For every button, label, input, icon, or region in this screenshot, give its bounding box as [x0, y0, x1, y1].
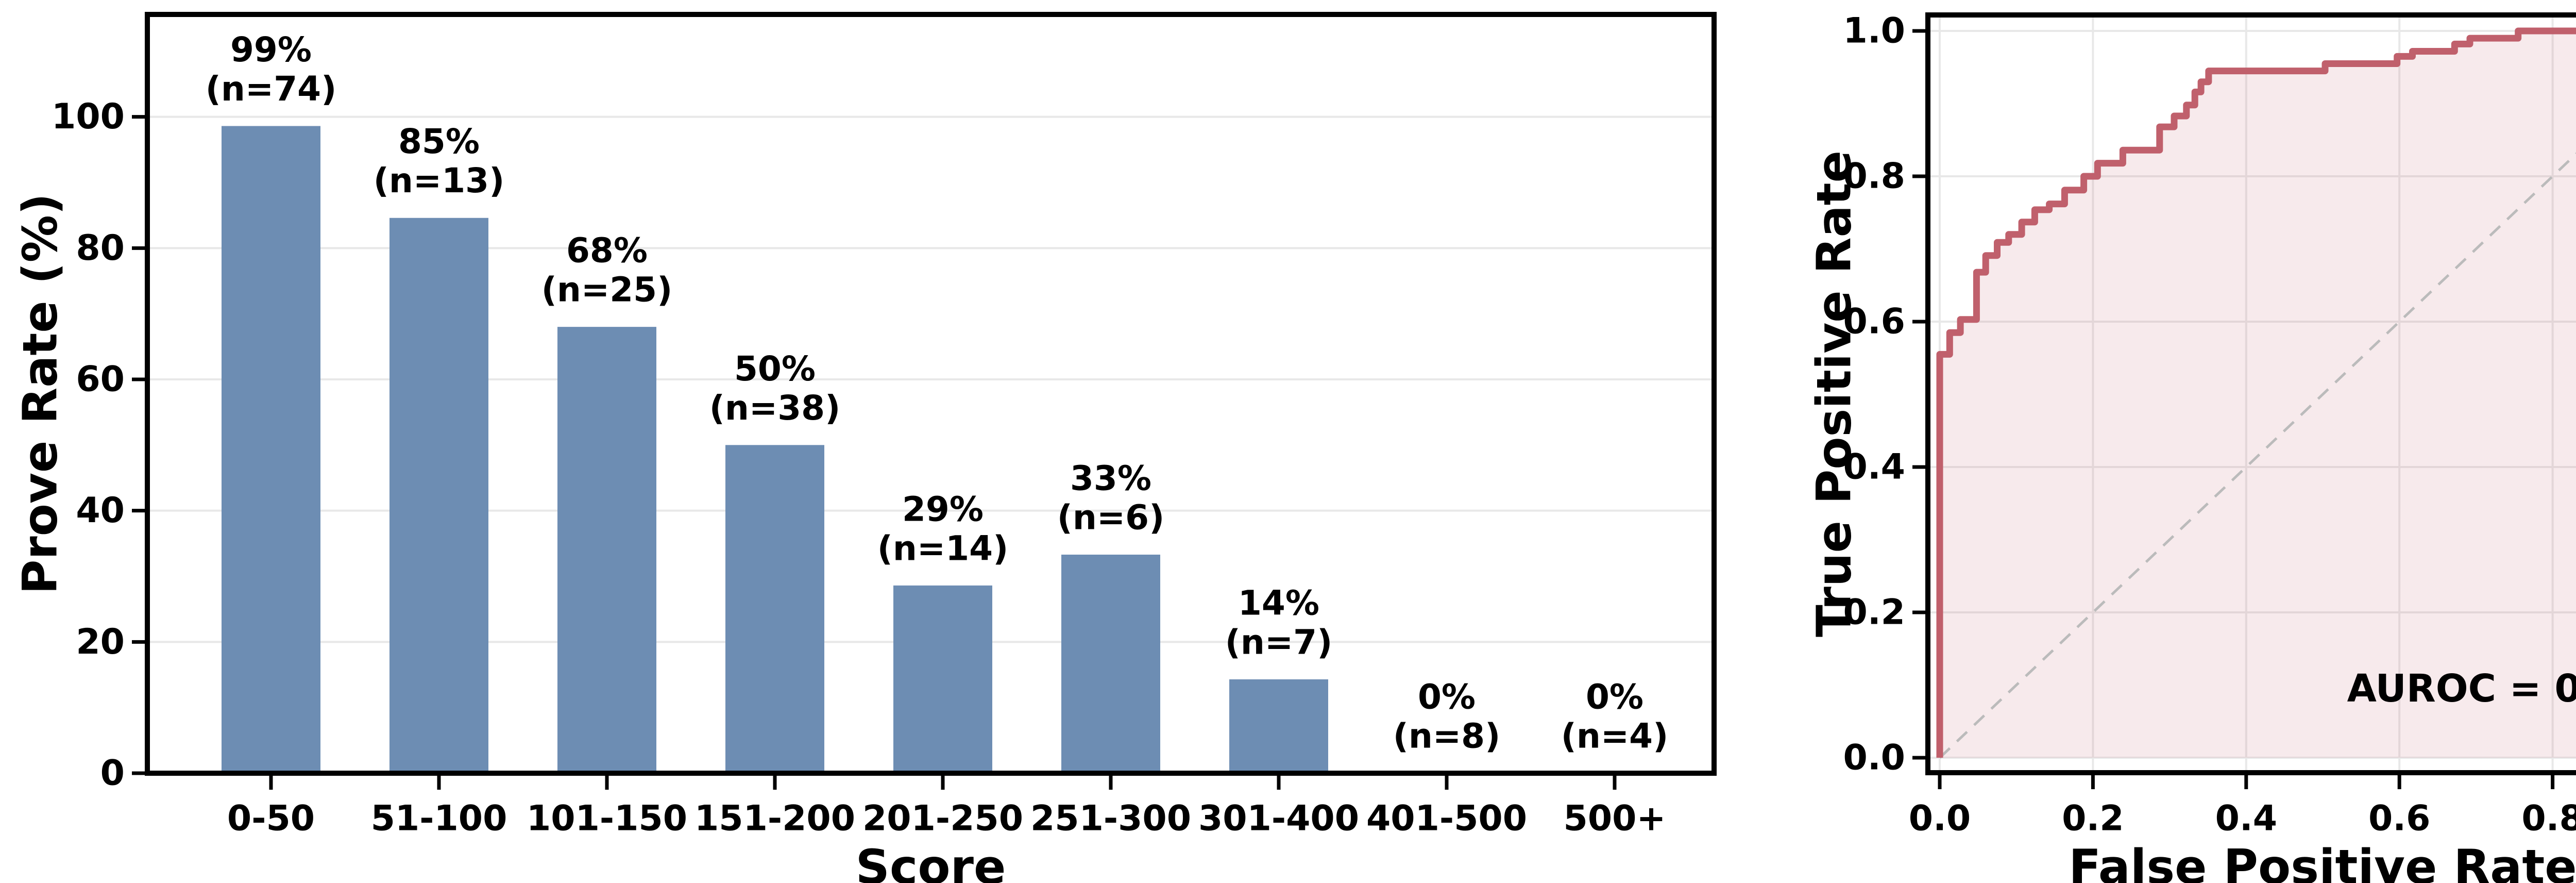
roc-curve — [1936, 27, 2576, 758]
y-tick-label: 60 — [76, 359, 125, 399]
y-tick-label: 0.2 — [1843, 592, 1905, 633]
bar — [1229, 679, 1328, 773]
x-tick-label: 51-100 — [371, 798, 507, 839]
bar-count-label: (n=7) — [1225, 622, 1333, 662]
bar-percent-label: 29% — [902, 489, 984, 529]
bar — [725, 445, 824, 773]
bar-chart-panel: 99%(n=74)85%(n=13)68%(n=25)50%(n=38)29%(… — [13, 12, 1717, 883]
y-tick-label: 20 — [76, 622, 125, 662]
x-tick-label: 151-200 — [694, 798, 855, 839]
bar-percent-label: 33% — [1070, 458, 1151, 498]
y-axis-label: True Positive Rate — [1807, 151, 1862, 637]
bar-percent-label: 85% — [398, 122, 480, 161]
x-tick-label: 251-300 — [1030, 798, 1191, 839]
roc-chart-panel: 0.00.20.40.60.81.00.00.20.40.60.81.0Fals… — [1807, 11, 2576, 883]
bar-count-label: (n=8) — [1393, 717, 1501, 756]
bar-percent-label: 14% — [1238, 583, 1319, 623]
y-tick-label: 0.0 — [1843, 738, 1905, 778]
bar — [389, 218, 488, 773]
x-tick-label: 201-250 — [862, 798, 1023, 839]
y-tick-label: 0.6 — [1843, 302, 1905, 342]
x-tick-label: 0.4 — [2215, 798, 2277, 839]
roc-fill-area — [1940, 31, 2576, 758]
x-tick-label: 0.0 — [1909, 798, 1971, 839]
y-tick-label: 40 — [76, 490, 125, 531]
y-tick-label: 0 — [100, 753, 125, 794]
plot-frame — [145, 12, 1717, 776]
bar — [557, 327, 656, 773]
y-tick-label: 1.0 — [1843, 11, 1905, 52]
bar-percent-label: 50% — [734, 349, 816, 389]
plot-frame — [1925, 12, 2576, 775]
auroc-annotation: AUROC = 0.903 — [2347, 667, 2576, 711]
bar — [1061, 554, 1160, 773]
x-tick-label: 0.2 — [2062, 798, 2124, 839]
bar-count-label: (n=4) — [1561, 717, 1669, 756]
y-tick-label: 80 — [76, 228, 125, 269]
x-tick-label: 500+ — [1564, 798, 1666, 839]
x-tick-label: 0.6 — [2368, 798, 2430, 839]
bar-count-label: (n=13) — [374, 161, 504, 201]
x-tick-label: 301-400 — [1198, 798, 1359, 839]
x-axis-label: Score — [856, 840, 1006, 883]
y-tick-label: 0.4 — [1843, 447, 1905, 488]
x-tick-label: 0-50 — [227, 798, 315, 839]
bar-count-label: (n=38) — [709, 388, 840, 428]
bar — [222, 126, 320, 773]
y-tick-label: 100 — [52, 96, 125, 137]
bar-percent-label: 99% — [230, 30, 312, 70]
x-tick-label: 101-150 — [527, 798, 687, 839]
y-tick-label: 0.8 — [1843, 156, 1905, 197]
bar-percent-label: 68% — [566, 231, 648, 271]
x-axis-label: False Positive Rate — [2069, 840, 2576, 883]
bar-count-label: (n=25) — [541, 270, 672, 310]
bar-count-label: (n=74) — [206, 69, 336, 109]
bar — [893, 585, 992, 773]
bar-count-label: (n=6) — [1057, 497, 1165, 537]
x-tick-label: 0.8 — [2521, 798, 2576, 839]
bar-count-label: (n=14) — [877, 528, 1008, 568]
x-tick-label: 401-500 — [1366, 798, 1527, 839]
chance-diagonal — [1939, 152, 2576, 759]
bar-percent-label: 0% — [1586, 677, 1643, 717]
bar-percent-label: 0% — [1418, 677, 1476, 717]
y-axis-label: Prove Rate (%) — [13, 193, 68, 594]
